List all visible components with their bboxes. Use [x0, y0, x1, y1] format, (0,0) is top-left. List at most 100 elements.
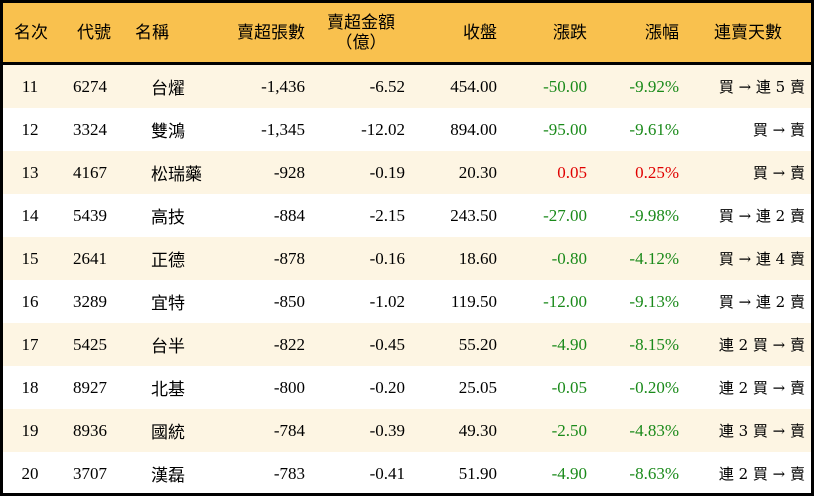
cell-code: 5439 — [73, 205, 107, 225]
header-change-pct[interactable]: 漲幅 — [593, 3, 685, 65]
cell-code: 3289 — [73, 291, 107, 311]
cell-sell-shares: -784 — [211, 409, 311, 452]
cell-code: 4167 — [59, 151, 129, 194]
cell-name: 雙鴻 — [151, 122, 185, 141]
table-row[interactable]: 14 5439 高技 -884 -2.15 243.50 -27.00 -9.98% 買 → 連… — [3, 194, 811, 237]
table-row[interactable]: 19 8936 國統 -784 -0.39 49.30 -2.50 -4.83% 連 3 買 →… — [3, 409, 811, 452]
cell-code: 6274 — [59, 63, 129, 108]
cell-change-pct: -8.15% — [593, 323, 685, 366]
cell-sell-amount: -12.02 — [361, 119, 405, 139]
cell-close: 243.50 — [450, 205, 497, 225]
cell-sell-shares: -783 — [273, 463, 305, 483]
cell-change: -0.05 — [551, 377, 587, 397]
cell-name: 宜特 — [151, 294, 185, 313]
cell-close: 51.90 — [458, 463, 497, 483]
cell-name: 國統 — [129, 409, 211, 452]
cell-code: 8927 — [73, 377, 107, 397]
table-row[interactable]: 12 3324 雙鴻 -1,345 -12.02 894.00 -95.00 -9.61% 買 … — [3, 108, 811, 151]
cell-change: 0.05 — [503, 151, 593, 194]
cell-sell-streak: 買 → 連 4 賣 — [685, 237, 811, 280]
cell-sell-amount: -1.02 — [369, 291, 405, 311]
cell-name: 正德 — [129, 237, 211, 280]
cell-sell-shares: -1,436 — [211, 63, 311, 108]
header-rank[interactable]: 名次 — [3, 3, 59, 65]
cell-sell-streak: 買 → 賣 — [685, 151, 811, 194]
cell-sell-shares: -878 — [211, 237, 311, 280]
cell-code: 2641 — [59, 237, 129, 280]
table-row[interactable]: 16 3289 宜特 -850 -1.02 119.50 -12.00 -9.13% 買 → 連… — [3, 280, 811, 323]
cell-change-pct: 0.25% — [593, 151, 685, 194]
table-row[interactable]: 18 8927 北基 -800 -0.20 25.05 -0.05 -0.20% 連 2 買 →… — [3, 366, 811, 409]
cell-change: -2.50 — [503, 409, 593, 452]
cell-change-pct: -9.61% — [629, 119, 679, 139]
table-row[interactable]: 15 2641 正德 -878 -0.16 18.60 -0.80 -4.12% 買 → 連 4… — [3, 237, 811, 280]
header-name[interactable]: 名稱 — [129, 3, 211, 65]
cell-code: 3707 — [73, 463, 107, 483]
cell-sell-streak: 買 → 連 2 賣 — [718, 293, 805, 311]
table-row[interactable]: 11 6274 台燿 -1,436 -6.52 454.00 -50.00 -9.92% 買 →… — [3, 63, 811, 108]
header-code[interactable]: 代號 — [59, 3, 129, 65]
header-row: 名次 代號 名稱 賣超張數 賣超金額 （億） 收盤 漲跌 漲幅 連賣天數 — [3, 3, 811, 65]
cell-sell-amount: -0.39 — [311, 409, 411, 452]
cell-close: 49.30 — [411, 409, 503, 452]
cell-code: 8936 — [59, 409, 129, 452]
table-row[interactable]: 17 5425 台半 -822 -0.45 55.20 -4.90 -8.15% 連 2 買 →… — [3, 323, 811, 366]
cell-change: -27.00 — [543, 205, 587, 225]
cell-change: -12.00 — [543, 291, 587, 311]
table-row[interactable]: 20 3707 漢磊 -783 -0.41 51.90 -4.90 -8.63% 連 2 買 →… — [3, 452, 811, 495]
cell-close: 25.05 — [458, 377, 497, 397]
cell-sell-streak: 連 2 買 → 賣 — [718, 379, 805, 397]
cell-rank: 11 — [3, 63, 59, 108]
header-change[interactable]: 漲跌 — [503, 3, 593, 65]
cell-sell-streak: 連 2 買 → 賣 — [718, 465, 805, 483]
cell-sell-shares: -928 — [211, 151, 311, 194]
cell-change: -0.80 — [503, 237, 593, 280]
cell-sell-shares: -850 — [273, 291, 305, 311]
header-close[interactable]: 收盤 — [411, 3, 503, 65]
cell-sell-shares: -884 — [273, 205, 305, 225]
header-sell-amount[interactable]: 賣超金額 （億） — [311, 3, 411, 65]
cell-sell-amount: -2.15 — [369, 205, 405, 225]
cell-change-pct: -9.98% — [629, 205, 679, 225]
cell-sell-amount: -0.16 — [311, 237, 411, 280]
cell-rank: 12 — [21, 119, 39, 139]
cell-rank: 17 — [3, 323, 59, 366]
cell-sell-amount: -6.52 — [311, 63, 411, 108]
cell-sell-streak: 連 3 買 → 賣 — [685, 409, 811, 452]
cell-close: 119.50 — [450, 291, 497, 311]
cell-name: 北基 — [151, 380, 185, 399]
cell-sell-streak: 連 2 買 → 賣 — [685, 323, 811, 366]
cell-rank: 16 — [21, 291, 39, 311]
cell-rank: 13 — [3, 151, 59, 194]
header-sell-streak[interactable]: 連賣天數 — [685, 3, 811, 65]
cell-change: -4.90 — [503, 323, 593, 366]
cell-rank: 18 — [21, 377, 39, 397]
cell-change-pct: -9.13% — [629, 291, 679, 311]
cell-name: 台燿 — [129, 63, 211, 108]
cell-sell-amount: -0.19 — [311, 151, 411, 194]
cell-close: 454.00 — [411, 63, 503, 108]
cell-change-pct: -4.12% — [593, 237, 685, 280]
cell-sell-shares: -1,345 — [261, 119, 305, 139]
cell-change-pct: -4.83% — [593, 409, 685, 452]
table-row[interactable]: 13 4167 松瑞藥 -928 -0.19 20.30 0.05 0.25% 買 → 賣 — [3, 151, 811, 194]
cell-change: -50.00 — [503, 63, 593, 108]
cell-name: 台半 — [129, 323, 211, 366]
cell-change: -95.00 — [543, 119, 587, 139]
cell-name: 高技 — [151, 208, 185, 227]
cell-close: 55.20 — [411, 323, 503, 366]
cell-rank: 19 — [3, 409, 59, 452]
cell-code: 5425 — [59, 323, 129, 366]
cell-sell-streak: 買 → 連 5 賣 — [685, 63, 811, 108]
cell-change-pct: -0.20% — [629, 377, 679, 397]
cell-change: -4.90 — [551, 463, 587, 483]
header-sell-shares[interactable]: 賣超張數 — [211, 3, 311, 65]
cell-close: 20.30 — [411, 151, 503, 194]
cell-rank: 14 — [21, 205, 39, 225]
cell-sell-streak: 買 → 連 2 賣 — [718, 207, 805, 225]
cell-sell-shares: -800 — [273, 377, 305, 397]
cell-code: 3324 — [73, 119, 107, 139]
cell-change-pct: -9.92% — [593, 63, 685, 108]
cell-name: 漢磊 — [151, 466, 185, 485]
